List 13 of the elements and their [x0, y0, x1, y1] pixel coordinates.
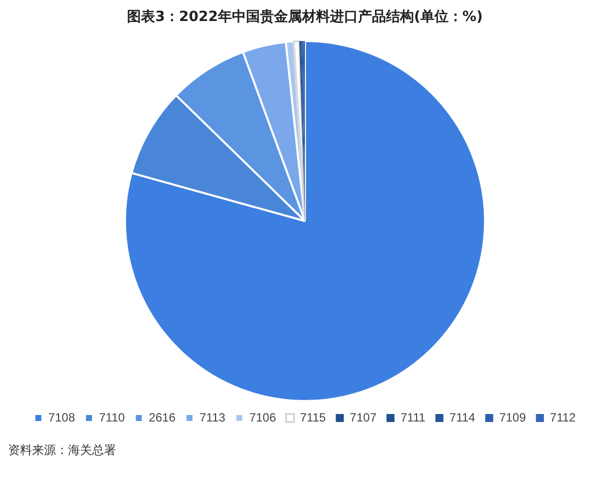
legend-label: 7113 — [199, 410, 226, 424]
legend-label: 7114 — [449, 410, 476, 424]
legend-label: 7109 — [499, 410, 526, 424]
legend-label: 7106 — [249, 410, 276, 424]
legend-label: 2616 — [148, 410, 176, 424]
legend-label: 7111 — [400, 410, 426, 424]
chart-title: 图表3：2022年中国贵金属材料进口产品结构(单位：%) — [126, 8, 484, 26]
legend-label: 7108 — [48, 410, 76, 424]
text: 资料来源：海关总署 — [8, 442, 117, 459]
legend-label: 7110 — [98, 410, 126, 424]
legend-label: 7107 — [350, 410, 377, 424]
legend-label: 7112 — [550, 410, 576, 424]
legend-label: 7115 — [300, 410, 326, 424]
